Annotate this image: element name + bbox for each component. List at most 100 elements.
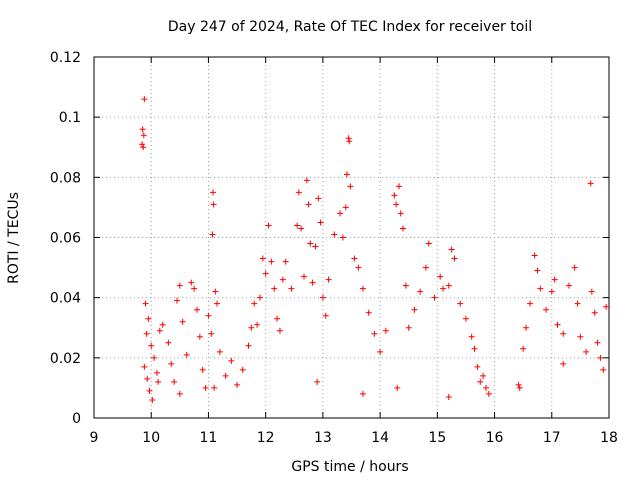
data-point [312, 243, 319, 250]
data-point [228, 357, 235, 364]
data-point [208, 330, 215, 337]
data-point [560, 360, 567, 367]
data-point [315, 195, 322, 202]
data-point [209, 231, 216, 238]
data-point [537, 285, 544, 292]
data-point [411, 306, 418, 313]
data-points [139, 96, 610, 403]
y-axis-label: ROTI / TECUs [6, 192, 22, 284]
data-point [391, 192, 398, 199]
data-point [480, 372, 487, 379]
data-point [268, 258, 275, 265]
data-point [548, 288, 555, 295]
data-point [205, 312, 212, 319]
data-point [288, 285, 295, 292]
data-point [142, 300, 149, 307]
data-point [485, 390, 492, 397]
data-point [309, 279, 316, 286]
data-point [591, 309, 598, 316]
x-tick-label: 12 [257, 430, 275, 446]
data-point [337, 210, 344, 217]
x-tick-label: 13 [314, 430, 332, 446]
data-point [140, 144, 147, 151]
data-point [355, 264, 362, 271]
data-point [345, 135, 352, 142]
data-point [271, 285, 278, 292]
data-point [176, 390, 183, 397]
x-tick-label: 18 [600, 430, 618, 446]
data-point [543, 306, 550, 313]
data-point [339, 234, 346, 241]
data-point [279, 276, 286, 283]
data-point [431, 294, 438, 301]
data-point [565, 282, 572, 289]
data-point [216, 348, 223, 355]
data-point [168, 360, 175, 367]
data-point [141, 96, 148, 103]
data-point [574, 300, 581, 307]
data-point [365, 309, 372, 316]
data-point [457, 300, 464, 307]
y-tick-label: 0.04 [50, 291, 81, 307]
data-point [588, 288, 595, 295]
data-point [282, 258, 289, 265]
data-point [322, 312, 329, 319]
y-tick-label: 0.08 [50, 170, 81, 186]
data-point [298, 225, 305, 232]
data-point [516, 384, 523, 391]
data-point [393, 201, 400, 208]
data-point [347, 183, 354, 190]
y-tick-label: 0.12 [50, 50, 81, 66]
data-point [141, 363, 148, 370]
data-point [351, 255, 358, 262]
x-tick-label: 11 [200, 430, 218, 446]
data-point [402, 282, 409, 289]
data-point [560, 330, 567, 337]
data-point [146, 387, 153, 394]
data-point [474, 363, 481, 370]
data-point [155, 378, 162, 385]
data-point [239, 366, 246, 373]
data-point [577, 333, 584, 340]
data-point [551, 276, 558, 283]
data-point [594, 339, 601, 346]
data-point [145, 315, 152, 322]
data-point [183, 351, 190, 358]
data-point [148, 342, 155, 349]
data-point [343, 171, 350, 178]
data-point [331, 231, 338, 238]
data-point [248, 324, 255, 331]
data-point [342, 204, 349, 211]
x-tick-label: 9 [90, 430, 99, 446]
data-point [314, 378, 321, 385]
data-point [196, 333, 203, 340]
data-point [176, 282, 183, 289]
data-point [382, 327, 389, 334]
data-point [143, 330, 150, 337]
data-point [531, 252, 538, 259]
data-point [395, 183, 402, 190]
data-point [295, 189, 302, 196]
data-point [325, 276, 332, 283]
data-point [194, 306, 200, 313]
data-point [319, 294, 326, 301]
data-point [437, 273, 444, 280]
data-point [156, 327, 163, 334]
data-point [254, 321, 261, 328]
data-point [445, 393, 452, 400]
data-point [597, 354, 604, 361]
data-point [210, 189, 217, 196]
data-point [359, 285, 366, 292]
data-point [139, 126, 146, 133]
data-point [210, 201, 217, 208]
grid-lines [94, 57, 609, 418]
data-point [139, 141, 146, 148]
data-point [554, 321, 561, 328]
data-point [149, 396, 156, 403]
y-tick-label: 0.06 [50, 231, 81, 247]
x-tick-label: 14 [371, 430, 389, 446]
data-point [191, 285, 198, 292]
axes: 9 10 11 12 13 14 15 16 17 18 0 0.02 0.04 0.06 0.08 0.1 0… [50, 50, 618, 446]
data-point [317, 219, 324, 226]
